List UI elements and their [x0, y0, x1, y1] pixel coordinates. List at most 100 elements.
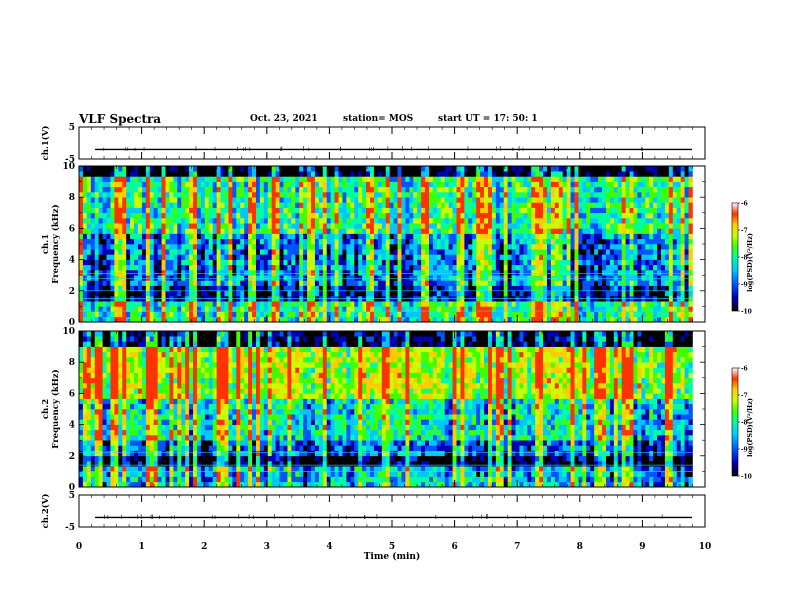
spectrogram-cell — [413, 207, 418, 214]
spectrogram-cell — [668, 171, 674, 177]
spectrogram-cell — [169, 275, 174, 281]
spectrogram-cell — [401, 202, 406, 208]
spectrogram-cell — [645, 223, 650, 229]
spectrogram-cell — [625, 186, 630, 193]
spectrogram-cell — [141, 264, 147, 271]
spectrogram-cell — [570, 202, 575, 208]
spectrogram-cell — [157, 212, 162, 219]
spectrogram-cell — [645, 202, 650, 208]
spectrogram-cell — [425, 202, 430, 208]
spectrogram-cell — [134, 181, 139, 188]
spectrogram-cell — [609, 306, 615, 312]
spectrogram-cell — [605, 290, 611, 297]
spectrogram-cell — [468, 301, 473, 307]
spectrogram-cell — [657, 311, 662, 318]
spectrogram-cell — [456, 228, 461, 234]
spectrogram-cell — [350, 306, 355, 312]
spectrogram-cell — [303, 244, 308, 250]
spectrogram-cell — [558, 238, 563, 245]
spectrogram-cell — [220, 186, 225, 193]
spectrogram-cell — [98, 176, 103, 182]
spectrogram-cell — [137, 254, 143, 260]
spectrogram-cell — [232, 212, 237, 219]
spectrogram-cell — [291, 207, 296, 214]
spectrogram-cell — [338, 212, 343, 219]
spectrogram-cell — [350, 316, 355, 323]
spectrogram-cell — [295, 192, 300, 198]
spectrogram-cell — [137, 202, 143, 208]
spectrogram-cell — [429, 264, 434, 271]
spectrogram-cell — [169, 192, 174, 198]
spectrogram-cell — [279, 228, 284, 234]
spectrogram-cell — [421, 176, 426, 182]
spectrogram-cell — [582, 181, 587, 188]
spectrogram-cell — [574, 280, 579, 286]
spectrogram-cell — [582, 285, 587, 292]
spectrogram-cell — [613, 254, 619, 260]
spectrogram-cell — [377, 202, 383, 208]
spectrogram-cell — [578, 280, 583, 286]
spectrogram-cell — [79, 238, 84, 245]
spectrogram-cell — [432, 181, 438, 188]
spectrogram-cell — [539, 290, 544, 297]
spectrogram-cell — [240, 228, 245, 234]
date-label: Oct. 23, 2021 — [250, 114, 318, 124]
spectrogram-cell — [578, 311, 583, 318]
spectrogram-cell — [362, 264, 367, 271]
spectrogram-cell — [590, 301, 595, 307]
spectrogram-cell — [495, 264, 501, 271]
spectrogram-cell — [338, 233, 343, 240]
spectrogram-cell — [468, 228, 473, 234]
spectrogram-cell — [90, 311, 96, 318]
spectrogram-cell — [366, 254, 371, 260]
spectrogram-cell — [621, 264, 626, 271]
spectrogram-cell — [318, 181, 324, 188]
spectrogram-cell — [362, 290, 367, 297]
spectrogram-cell — [570, 270, 575, 276]
spectrogram-cell — [185, 223, 190, 229]
spectrogram-cell — [499, 306, 505, 312]
spectrogram-cell — [613, 197, 619, 203]
spectrogram-cell — [546, 228, 552, 234]
spectrogram-cell — [487, 244, 493, 250]
spectrogram-cell — [464, 285, 469, 292]
spectrogram-cell — [605, 249, 611, 255]
spectrogram-cell — [468, 202, 473, 208]
spectrogram-cell — [228, 233, 233, 240]
spectrogram-cell — [90, 244, 96, 250]
spectrogram-cell — [543, 197, 548, 203]
spectrogram-cell — [283, 290, 288, 297]
spectrogram-cell — [539, 238, 544, 245]
spectrogram-cell — [338, 171, 343, 177]
spectrogram-cell — [456, 223, 461, 229]
spectrogram-cell — [633, 166, 638, 172]
spectrogram-cell — [645, 244, 650, 250]
spectrogram-cell — [688, 192, 693, 198]
spectrogram-cell — [354, 192, 359, 198]
spectrogram-cell — [169, 254, 174, 260]
spectrogram-cell — [338, 192, 343, 198]
spectrogram-cell — [668, 207, 674, 214]
spectrogram-cell — [456, 249, 461, 255]
spectrogram-cell — [271, 233, 276, 240]
spectrogram-cell — [393, 238, 398, 245]
spectrogram-cell — [602, 166, 607, 172]
spectrogram-cell — [244, 270, 249, 276]
spectrogram-cell — [566, 166, 571, 172]
spectrogram-cell — [484, 238, 489, 245]
spectrogram-cell — [354, 197, 359, 203]
spectrogram-cell — [216, 223, 221, 229]
spectrogram-cell — [208, 306, 213, 312]
spectrogram-cell — [267, 306, 272, 312]
spectrogram-cell — [267, 212, 272, 219]
spectrogram-cell — [189, 311, 194, 318]
spectrogram-cell — [554, 306, 560, 312]
spectrogram-cell — [318, 259, 324, 266]
spectrogram-cell — [609, 166, 615, 172]
spectrogram-cell — [263, 186, 269, 193]
spectrogram-cell — [574, 275, 579, 281]
spectrogram-cell — [531, 218, 536, 224]
spectrogram-cell — [149, 223, 155, 229]
spectrogram-cell — [657, 306, 662, 312]
spectrogram-cell — [181, 207, 186, 214]
